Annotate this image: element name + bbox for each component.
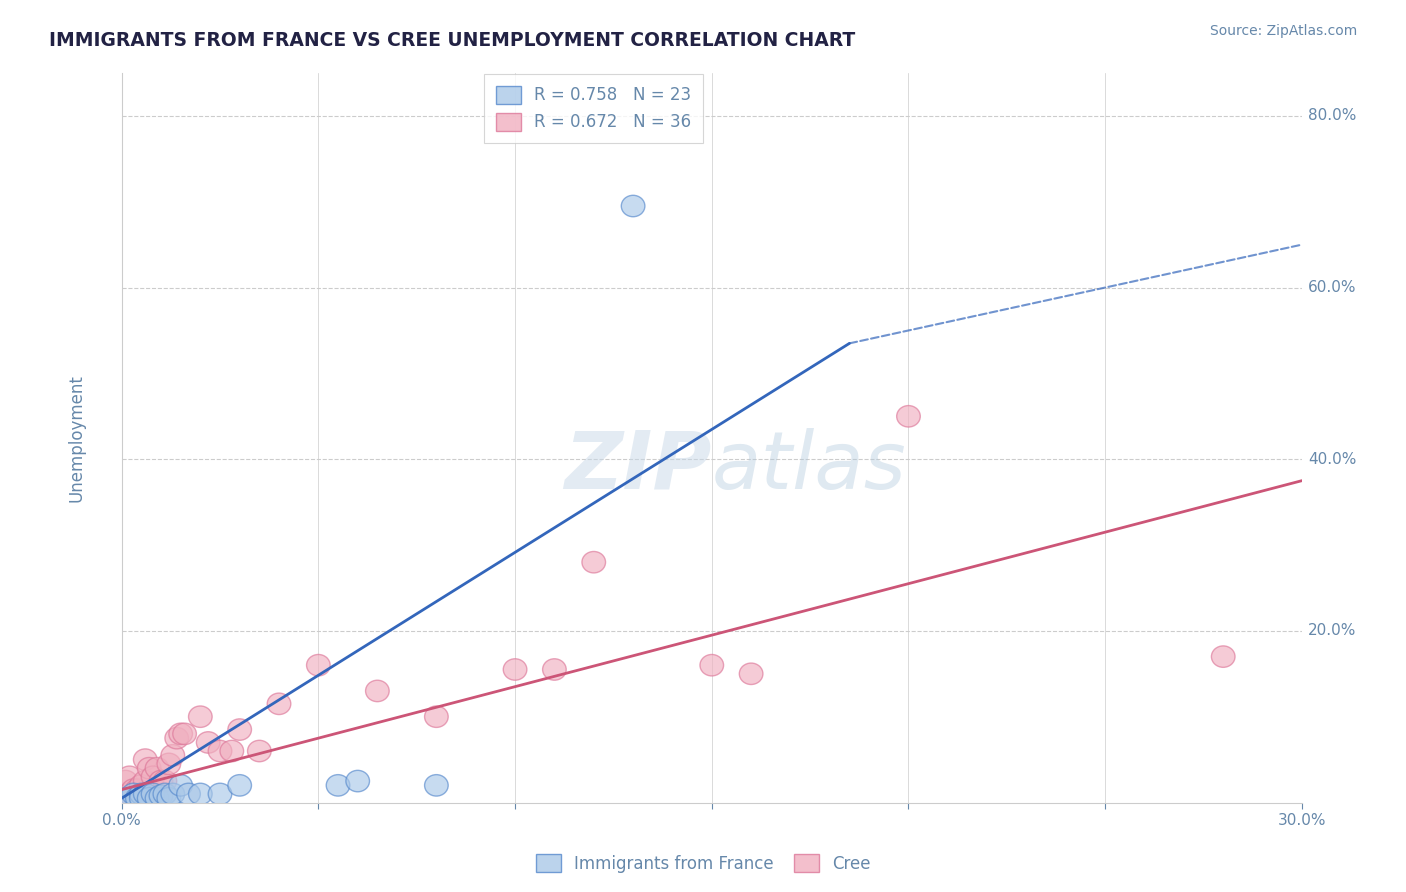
Ellipse shape [129,783,153,805]
Text: 80.0%: 80.0% [1308,109,1357,123]
Ellipse shape [125,788,149,809]
Ellipse shape [149,771,173,792]
Ellipse shape [582,551,606,573]
Ellipse shape [503,659,527,681]
Ellipse shape [145,788,169,809]
Legend: R = 0.758   N = 23, R = 0.672   N = 36: R = 0.758 N = 23, R = 0.672 N = 36 [484,74,703,143]
Ellipse shape [169,723,193,745]
Text: Source: ZipAtlas.com: Source: ZipAtlas.com [1209,24,1357,38]
Text: IMMIGRANTS FROM FRANCE VS CREE UNEMPLOYMENT CORRELATION CHART: IMMIGRANTS FROM FRANCE VS CREE UNEMPLOYM… [49,31,855,50]
Ellipse shape [208,783,232,805]
Ellipse shape [114,783,138,805]
Ellipse shape [267,693,291,714]
Ellipse shape [197,731,219,753]
Ellipse shape [543,659,567,681]
Ellipse shape [138,788,162,809]
Ellipse shape [425,774,449,796]
Ellipse shape [134,783,157,805]
Ellipse shape [169,774,193,796]
Ellipse shape [366,681,389,702]
Ellipse shape [188,783,212,805]
Ellipse shape [138,757,162,779]
Ellipse shape [326,774,350,796]
Ellipse shape [122,783,145,805]
Legend: Immigrants from France, Cree: Immigrants from France, Cree [529,847,877,880]
Ellipse shape [134,749,157,771]
Ellipse shape [173,723,197,745]
Ellipse shape [165,727,188,749]
Ellipse shape [621,195,645,217]
Ellipse shape [134,771,157,792]
Ellipse shape [177,783,200,805]
Ellipse shape [129,788,153,809]
Ellipse shape [157,788,180,809]
Ellipse shape [153,771,177,792]
Ellipse shape [142,766,165,788]
Ellipse shape [118,766,142,788]
Ellipse shape [114,788,138,809]
Text: ZIP: ZIP [564,428,711,506]
Text: Unemployment: Unemployment [67,374,86,501]
Ellipse shape [162,745,184,766]
Ellipse shape [149,785,173,806]
Ellipse shape [157,753,180,774]
Ellipse shape [700,655,724,676]
Ellipse shape [740,663,763,684]
Ellipse shape [346,771,370,792]
Ellipse shape [228,719,252,740]
Ellipse shape [307,655,330,676]
Ellipse shape [1212,646,1234,667]
Ellipse shape [219,740,243,762]
Ellipse shape [125,779,149,800]
Ellipse shape [145,757,169,779]
Ellipse shape [897,406,921,427]
Text: 60.0%: 60.0% [1308,280,1357,295]
Ellipse shape [129,774,153,796]
Ellipse shape [425,706,449,727]
Ellipse shape [162,783,184,805]
Ellipse shape [142,783,165,805]
Text: atlas: atlas [711,428,907,506]
Ellipse shape [153,783,177,805]
Text: 20.0%: 20.0% [1308,624,1357,639]
Ellipse shape [208,740,232,762]
Ellipse shape [118,788,142,809]
Ellipse shape [188,706,212,727]
Ellipse shape [247,740,271,762]
Ellipse shape [118,783,142,805]
Text: 40.0%: 40.0% [1308,451,1357,467]
Ellipse shape [228,774,252,796]
Ellipse shape [114,771,138,792]
Ellipse shape [122,779,145,800]
